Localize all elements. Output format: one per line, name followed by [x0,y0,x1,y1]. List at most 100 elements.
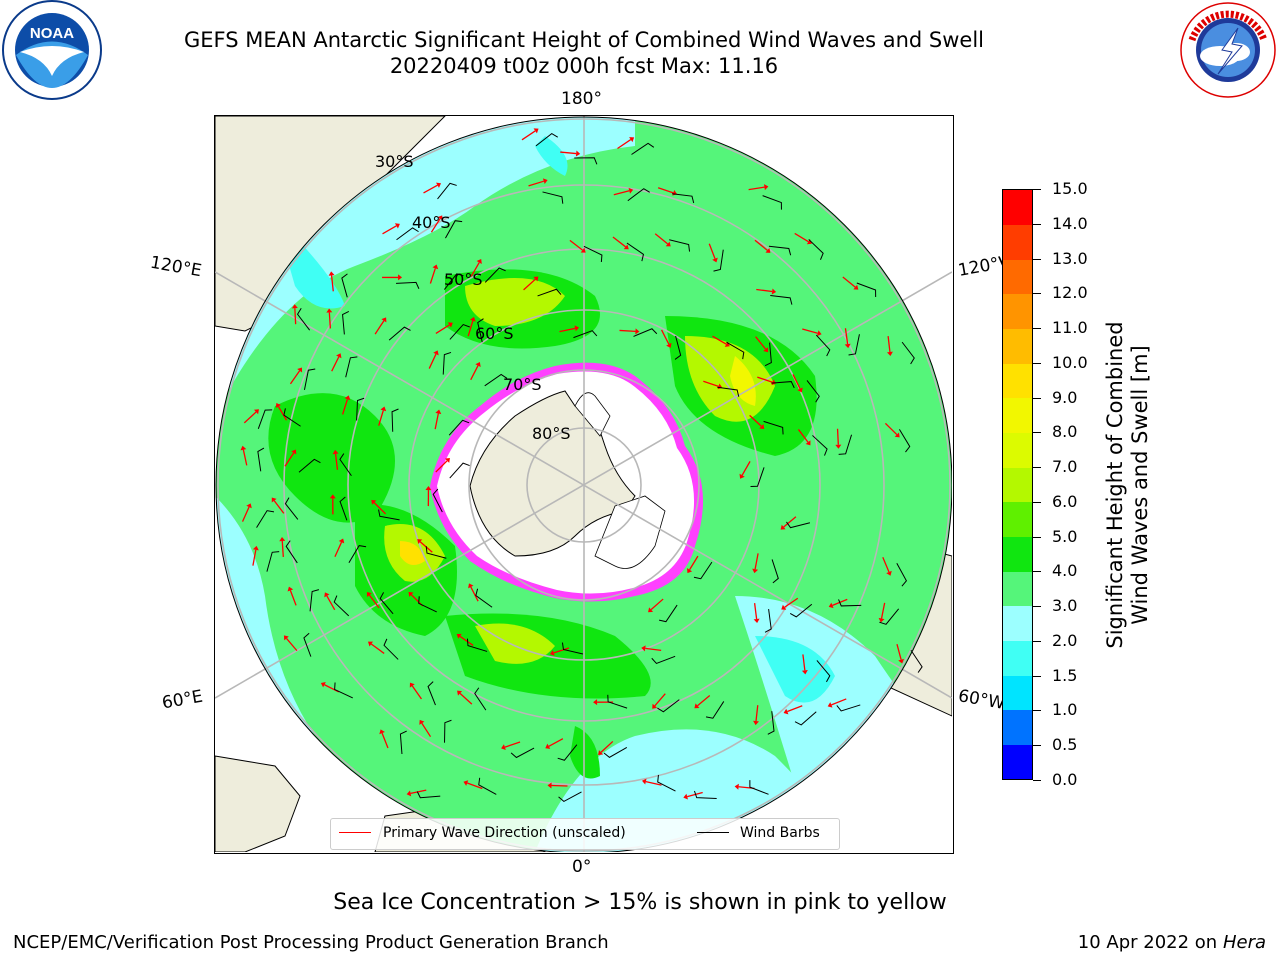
wind-barb [786,521,811,529]
wave-direction-arrowhead [436,182,442,188]
colorbar-segment [1003,605,1032,641]
chart-subtitle: 20220409 t00z 000h fcst Max: 11.16 [389,54,779,78]
wind-barb [603,747,628,758]
wave-direction-arrow [757,376,773,383]
wave-direction-arrow [650,598,664,611]
wave-direction-arrow [783,516,797,528]
wind-barb [391,408,399,432]
wave-direction-arrow [645,780,662,786]
noaa-logo: NOAA [2,0,102,100]
wave-direction-arrowhead [641,778,647,785]
wind-barb [557,744,578,761]
wind-barb [764,609,772,633]
colorbar-tick [1033,467,1041,469]
wave-direction-legend-label: Primary Wave Direction (unscaled) [383,825,626,841]
wave-direction-arrow [654,693,666,707]
colorbar-tick-label: 1.5 [1052,665,1078,685]
wind-barb [693,561,713,580]
wave-direction-arrowhead [666,342,672,348]
wind-barb [657,699,680,713]
map-legend: Primary Wave Direction (unscaled) Wind B… [330,818,840,850]
wave-direction-arrow [430,218,441,233]
wind-barb [726,341,745,360]
lat-label-40s: 40°S [412,213,451,232]
wave-direction-arrow [331,356,340,372]
wave-direction-arrow [435,324,450,335]
colorbar-segment [1003,571,1032,607]
wave-direction-arrow [600,740,614,753]
colorbar-tick [1033,501,1041,503]
wave-direction-arrowhead [580,247,586,253]
wave-direction-arrow [787,705,803,713]
wave-direction-arrowhead [816,330,822,337]
wind-barb [348,545,367,564]
wave-direction-arrow [435,460,448,473]
colorbar-tick [1033,606,1041,608]
wind-barb [808,239,824,260]
wind-barb [396,281,420,289]
wave-direction-arrow [374,320,385,335]
wind-barb [672,193,695,204]
colorbar-tick [1033,293,1041,295]
wave-direction-arrow [548,738,564,747]
wave-direction-arrowhead [759,424,765,429]
wind-barb [484,373,508,387]
wave-direction-arrow [504,741,521,748]
wave-direction-arrow [467,320,474,337]
wave-direction-arrow [410,789,427,795]
wave-direction-arrow [459,692,473,705]
wind-barb [693,790,717,800]
colorbar-title: Significant Height of Combined Wind Wave… [1103,275,1153,695]
wave-direction-arrow [382,225,397,235]
wind-barb [399,730,407,755]
wave-direction-arrow [708,243,716,259]
lat-label-50s: 50°S [444,270,483,289]
colorbar-segment [1003,432,1032,468]
wave-direction-arrow [294,308,297,325]
wave-direction-arrowhead [368,641,374,647]
wind-barb [573,330,598,339]
wave-direction-arrow [459,635,474,646]
wind-barb [256,510,275,528]
wave-direction-arrow [381,732,389,749]
wind-barb [432,488,443,513]
chart-title: GEFS MEAN Antarctic Significant Height o… [183,28,985,52]
map-panel [214,115,954,854]
nws-logo [1180,2,1276,98]
wave-direction-arrow [697,694,711,707]
wave-direction-arrowhead [797,387,803,393]
wave-direction-arrowhead [394,223,400,229]
wave-direction-arrowhead [320,682,326,688]
wind-barb [771,381,795,389]
wind-barb [425,546,447,559]
wind-barb [257,409,273,430]
wave-direction-arrow [797,429,809,443]
wave-direction-arrow [470,262,480,277]
wave-direction-arrow [792,374,801,390]
wave-direction-arrow [421,722,432,738]
wave-direction-arrowhead [380,406,387,412]
wave-direction-arrowhead [853,284,859,290]
wave-direction-arrowhead [381,317,387,323]
wave-direction-arrowhead [447,322,453,328]
wind-barb [396,227,419,241]
wind-barb [257,447,265,472]
wave-direction-arrow [289,370,301,385]
wave-direction-arrowhead [575,150,581,157]
wave-direction-arrowhead [771,379,777,386]
wave-direction-arrowhead [444,457,450,463]
colorbar-tick [1033,780,1041,781]
wave-direction-arrow [334,541,343,558]
wave-direction-arrowhead [641,645,646,652]
wind-barb [303,368,316,390]
wind-barb [713,249,724,272]
wave-direction-arrowhead [246,503,252,509]
colorbar-segment [1003,293,1032,330]
wind-barb [339,496,348,521]
wave-direction-arrow [284,452,295,467]
wave-direction-arrowhead [753,618,760,623]
wind-barb [607,694,628,709]
graticule [215,116,952,852]
wind-barb [283,408,301,427]
wave-direction-arrowhead [533,276,539,282]
